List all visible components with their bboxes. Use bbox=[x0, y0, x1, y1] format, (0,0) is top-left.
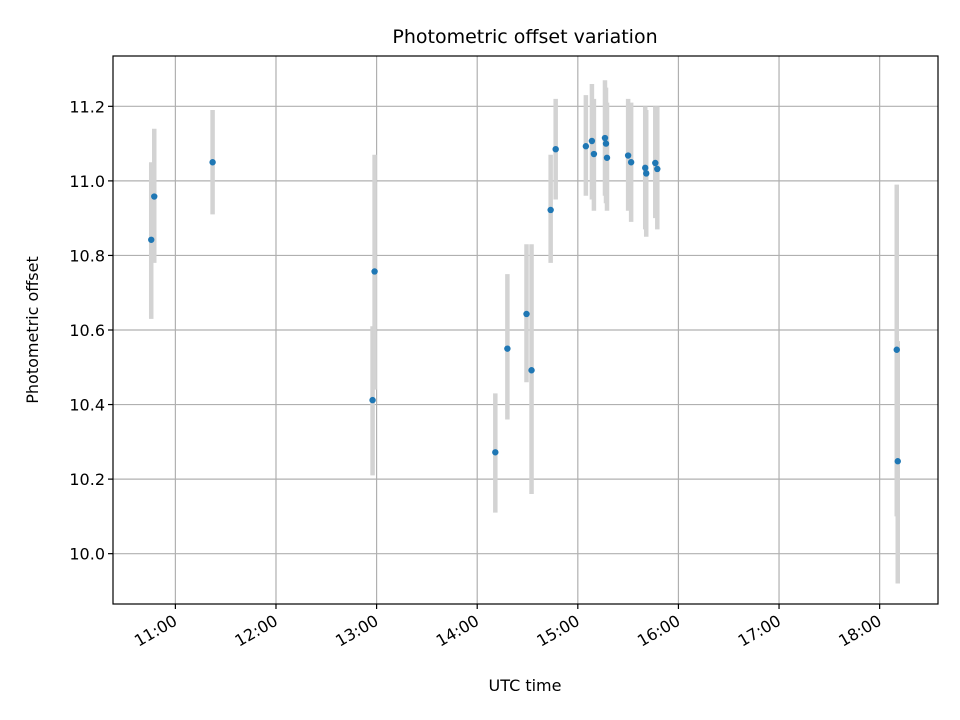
data-point bbox=[504, 345, 511, 352]
x-axis-label: UTC time bbox=[489, 676, 562, 695]
y-tick-label: 10.4 bbox=[69, 396, 105, 415]
data-point bbox=[588, 137, 596, 145]
y-tick-label: 10.6 bbox=[69, 321, 105, 340]
data-point bbox=[590, 150, 598, 158]
y-tick-label: 10.0 bbox=[69, 545, 105, 564]
data-points bbox=[148, 134, 901, 465]
y-tick-label: 11.2 bbox=[69, 97, 105, 116]
data-point bbox=[624, 152, 632, 159]
data-point bbox=[894, 458, 901, 465]
data-point bbox=[369, 396, 376, 404]
y-axis-label: Photometric offset bbox=[23, 256, 42, 404]
data-point bbox=[642, 164, 649, 172]
data-point bbox=[603, 154, 611, 161]
y-tick-label: 10.8 bbox=[69, 246, 105, 265]
y-tick-label: 11.0 bbox=[69, 172, 105, 191]
y-tick-label: 10.2 bbox=[69, 470, 105, 489]
data-point bbox=[523, 310, 530, 318]
data-point bbox=[627, 159, 635, 166]
data-point bbox=[552, 145, 559, 153]
data-point bbox=[492, 449, 499, 456]
data-point bbox=[528, 367, 535, 374]
data-point bbox=[652, 159, 659, 167]
data-point bbox=[148, 236, 155, 243]
data-point bbox=[582, 143, 590, 150]
data-point bbox=[602, 140, 610, 147]
chart-title: Photometric offset variation bbox=[392, 26, 657, 48]
y-axis-ticks: 10.0 10.2 10.4 10.6 10.8 11.0 11.2 bbox=[69, 97, 113, 564]
data-point bbox=[893, 346, 900, 353]
data-point bbox=[547, 206, 554, 214]
data-point bbox=[151, 193, 158, 200]
data-point bbox=[209, 159, 216, 166]
data-point bbox=[601, 134, 609, 142]
data-point bbox=[643, 170, 650, 177]
data-point bbox=[654, 165, 661, 173]
data-point bbox=[371, 268, 378, 275]
